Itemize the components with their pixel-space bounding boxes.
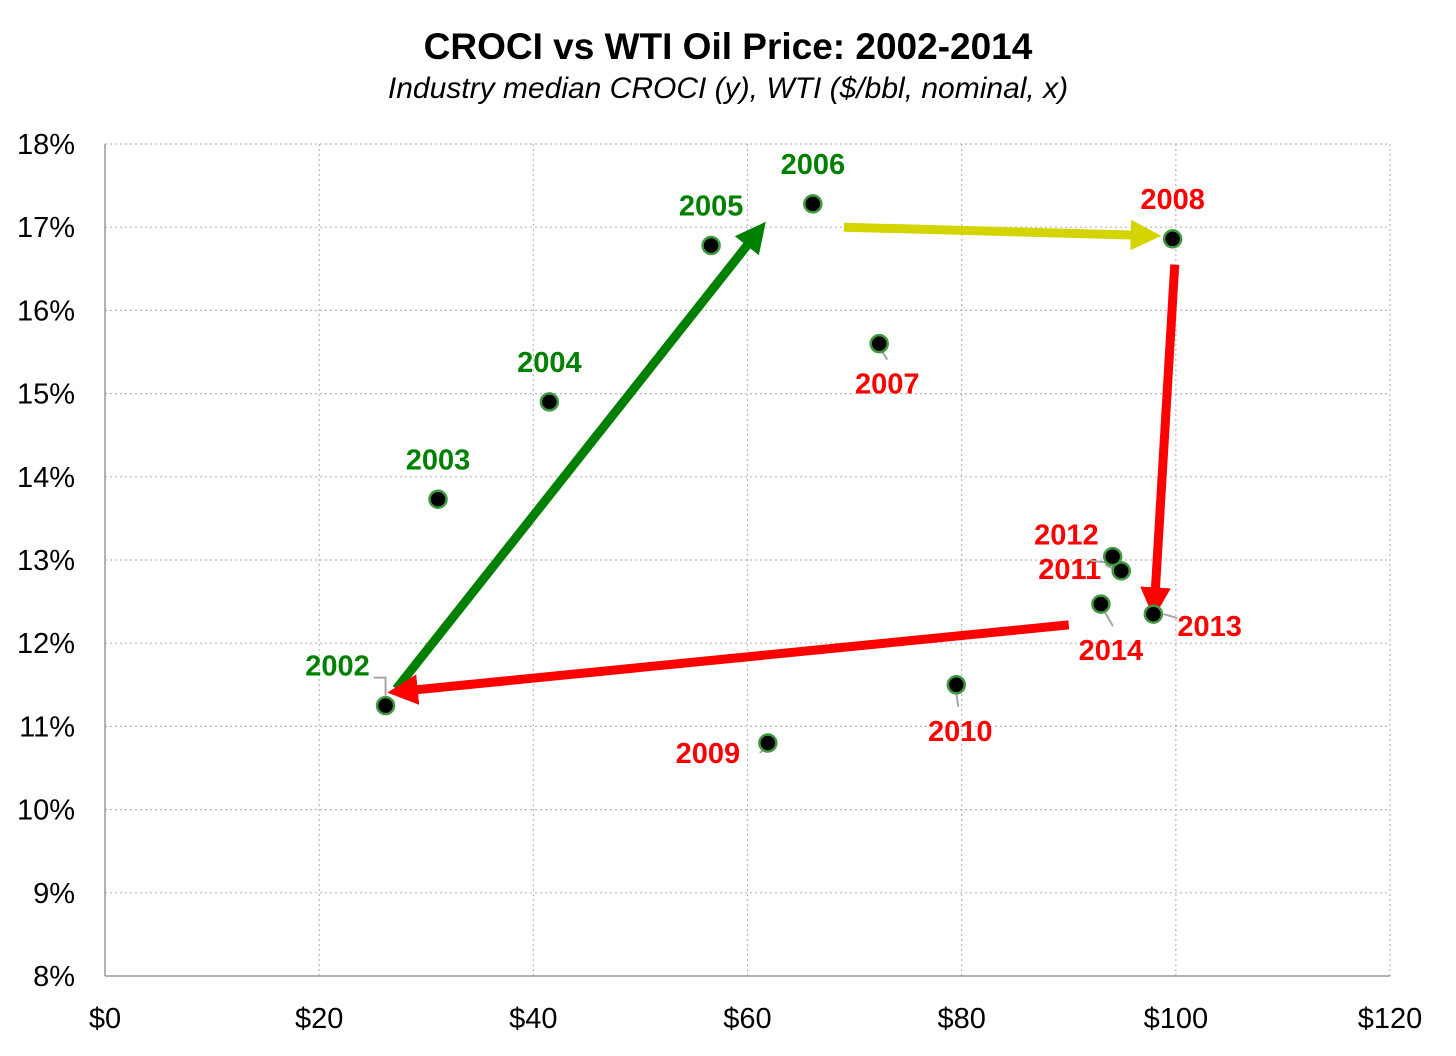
data-label: 2003 <box>406 444 471 476</box>
data-point <box>1102 546 1123 567</box>
x-tick-label: $20 <box>295 1003 343 1035</box>
chart-title: CROCI vs WTI Oil Price: 2002-2014 <box>423 26 1033 67</box>
y-tick-label: 12% <box>17 628 75 660</box>
y-tick-label: 10% <box>17 795 75 827</box>
leader-line <box>1163 613 1178 620</box>
y-tick-label: 18% <box>17 129 75 161</box>
data-label: 2014 <box>1079 635 1144 667</box>
y-tick-label: 8% <box>33 961 75 993</box>
leader-line <box>955 692 960 707</box>
data-point <box>1162 229 1183 249</box>
chart-subtitle: Industry median CROCI (y), WTI ($/bbl, n… <box>387 72 1069 105</box>
y-tick-label: 17% <box>17 212 75 244</box>
data-point <box>1111 561 1131 581</box>
data-label: 2007 <box>855 369 920 401</box>
data-point <box>1091 594 1111 614</box>
y-tick-label: 11% <box>19 711 75 743</box>
x-tick-label: $0 <box>89 1003 121 1035</box>
trend-arrow <box>843 219 1162 251</box>
leader-line <box>1090 559 1107 564</box>
y-tick-label: 15% <box>17 379 75 411</box>
x-tick-label: $120 <box>1358 1003 1423 1035</box>
data-point <box>869 333 889 354</box>
leader-line <box>373 676 387 696</box>
data-label: 2006 <box>781 149 846 181</box>
data-point <box>946 675 967 695</box>
x-tick-label: $40 <box>509 1003 557 1035</box>
data-label: 2004 <box>517 347 582 379</box>
x-tick-label: $100 <box>1144 1003 1209 1035</box>
leader-line <box>1104 611 1114 627</box>
data-label: 2011 <box>1038 554 1101 586</box>
data-label: 2002 <box>305 651 370 683</box>
y-tick-label: 16% <box>17 295 75 327</box>
data-point <box>758 733 778 753</box>
data-point <box>375 695 396 716</box>
x-tick-label: $80 <box>937 1003 985 1035</box>
trend-arrow <box>1140 264 1180 618</box>
data-point <box>428 489 448 510</box>
data-label: 2013 <box>1177 611 1242 643</box>
trend-arrow <box>387 620 1070 705</box>
data-point <box>803 194 823 214</box>
data-point <box>1143 604 1164 624</box>
y-tick-label: 14% <box>17 462 75 494</box>
data-label: 2010 <box>928 716 993 748</box>
data-label: 2012 <box>1034 520 1099 552</box>
data-point <box>539 392 560 412</box>
data-point <box>701 235 721 256</box>
x-tick-label: $60 <box>723 1003 771 1035</box>
data-label: 2009 <box>676 738 741 770</box>
y-tick-label: 9% <box>33 878 75 910</box>
trend-arrow <box>392 221 766 692</box>
y-tick-label: 13% <box>17 545 75 577</box>
data-label: 2005 <box>679 191 744 223</box>
data-label: 2008 <box>1140 184 1205 216</box>
